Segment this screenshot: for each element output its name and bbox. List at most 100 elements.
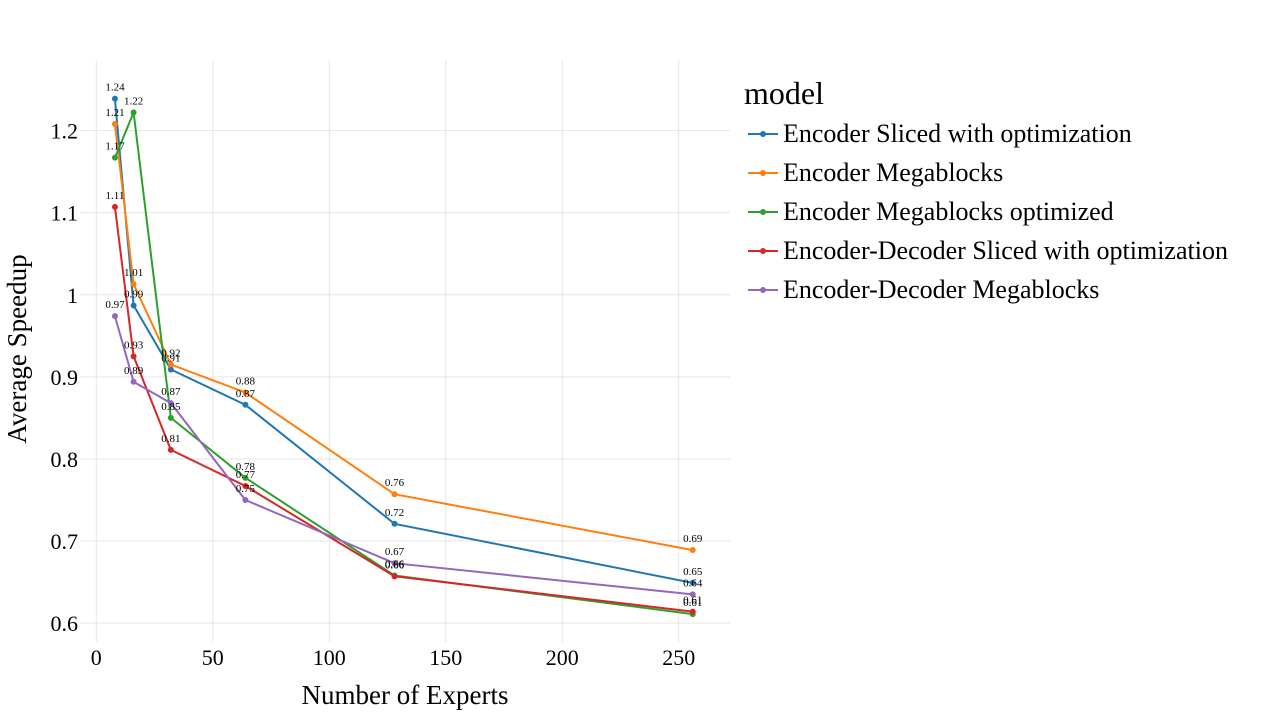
data-label: 0.93 xyxy=(124,339,144,351)
y-tick-label: 1 xyxy=(67,283,78,308)
y-tick-label: 0.9 xyxy=(51,365,79,390)
data-label: 0.66 xyxy=(385,559,405,571)
data-point xyxy=(242,483,249,490)
data-label: 0.87 xyxy=(236,388,256,400)
y-tick-label: 0.7 xyxy=(51,529,79,554)
data-label: 0.65 xyxy=(683,566,703,578)
data-point xyxy=(167,446,174,453)
data-point xyxy=(689,579,696,586)
data-point xyxy=(689,547,696,554)
legend-title: model xyxy=(744,75,824,111)
legend-label: Encoder Sliced with optimization xyxy=(783,118,1132,148)
x-axis-title: Number of Experts xyxy=(302,680,509,710)
series-group xyxy=(111,203,696,615)
data-label: 0.89 xyxy=(124,365,144,377)
data-label: 0.85 xyxy=(161,401,181,413)
legend-item[interactable]: Encoder Megablocks optimized xyxy=(744,192,1228,231)
series-line xyxy=(113,98,693,584)
legend-label: Encoder Megablocks xyxy=(783,157,1004,187)
legend-item[interactable]: Encoder-Decoder Sliced with optimization xyxy=(744,232,1228,271)
data-label: 0.92 xyxy=(161,348,180,360)
legend-swatch-icon xyxy=(748,202,778,222)
data-label: 1.11 xyxy=(106,190,125,202)
series-line xyxy=(113,315,693,596)
y-axis-ticks: 0.6 0.7 0.8 0.9 1 1.1 1.2 xyxy=(51,119,79,637)
y-tick-label: 0.8 xyxy=(51,447,79,472)
data-point xyxy=(391,520,398,527)
data-point xyxy=(167,366,174,373)
data-label: 1.22 xyxy=(124,96,143,108)
data-label: 0.72 xyxy=(385,507,404,519)
legend-item[interactable]: Encoder Sliced with optimization xyxy=(744,114,1228,153)
data-point xyxy=(130,353,137,360)
data-point xyxy=(242,496,249,503)
series-group xyxy=(111,313,696,598)
data-point xyxy=(130,281,137,288)
grid xyxy=(80,60,730,642)
data-point xyxy=(391,491,398,498)
legend-swatch-icon xyxy=(748,124,778,144)
data-label: 0.66 xyxy=(385,559,405,571)
series-line xyxy=(113,108,693,616)
data-labels: 1.24 0.99 0.91 0.87 0.72 0.65 1.21 1.01 0.92 0.88… xyxy=(105,82,703,610)
data-point xyxy=(130,302,137,309)
y-tick-label: 0.6 xyxy=(51,611,79,636)
data-label: 0.76 xyxy=(385,477,405,489)
data-label: 0.88 xyxy=(236,375,256,387)
x-axis-ticks: 0 50 100 150 200 250 xyxy=(91,645,695,670)
data-label: 0.61 xyxy=(683,597,702,609)
data-point xyxy=(167,361,174,368)
x-tick-label: 150 xyxy=(429,645,462,670)
data-point xyxy=(689,591,696,598)
y-axis-title: Average Speedup xyxy=(2,254,32,443)
legend-label: Encoder Megablocks optimized xyxy=(783,196,1114,226)
data-point xyxy=(111,121,118,128)
data-label: 0.67 xyxy=(385,546,405,558)
y-tick-label: 1.2 xyxy=(51,119,79,144)
data-label: 1.24 xyxy=(105,82,125,94)
data-label: 1.21 xyxy=(105,107,124,119)
data-label: 0.61 xyxy=(683,595,702,607)
legend-item[interactable]: Encoder Megablocks xyxy=(744,153,1228,192)
data-point xyxy=(111,203,118,210)
legend: model Encoder Sliced with optimization En… xyxy=(744,74,1228,310)
data-label: 0.75 xyxy=(236,483,256,495)
data-point xyxy=(242,474,249,481)
data-label: 0.77 xyxy=(236,469,256,481)
series-group xyxy=(111,95,696,586)
legend-item[interactable]: Encoder-Decoder Megablocks xyxy=(744,271,1228,310)
data-point xyxy=(242,401,249,408)
legend-swatch-icon xyxy=(748,241,778,261)
x-tick-label: 100 xyxy=(313,645,346,670)
legend-swatch-icon xyxy=(748,163,778,183)
data-label: 1.17 xyxy=(105,141,125,153)
legend-label: Encoder-Decoder Sliced with optimization xyxy=(783,236,1228,266)
data-point xyxy=(242,389,249,396)
legend-swatch-icon xyxy=(748,280,778,300)
data-point xyxy=(689,608,696,615)
data-point xyxy=(391,560,398,567)
data-label: 1.01 xyxy=(124,267,143,279)
data-label: 0.97 xyxy=(105,299,125,311)
data-label: 0.78 xyxy=(236,461,256,473)
legend-items: Encoder Sliced with optimization Encoder … xyxy=(744,114,1228,310)
y-tick-label: 1.1 xyxy=(51,201,79,226)
data-point xyxy=(167,414,174,421)
data-point xyxy=(111,95,118,102)
series-group xyxy=(111,121,696,554)
data-label: 0.64 xyxy=(683,577,703,589)
series-layer xyxy=(111,95,696,618)
x-tick-label: 0 xyxy=(91,645,102,670)
data-point xyxy=(391,573,398,580)
data-label: 0.99 xyxy=(124,288,144,300)
data-point xyxy=(111,313,118,320)
data-point xyxy=(167,400,174,407)
x-tick-label: 200 xyxy=(546,645,579,670)
data-point xyxy=(111,154,118,161)
data-label: 0.91 xyxy=(161,352,180,364)
series-line xyxy=(113,206,693,613)
x-tick-label: 50 xyxy=(202,645,224,670)
data-point xyxy=(130,109,137,116)
data-label: 0.81 xyxy=(161,433,180,445)
